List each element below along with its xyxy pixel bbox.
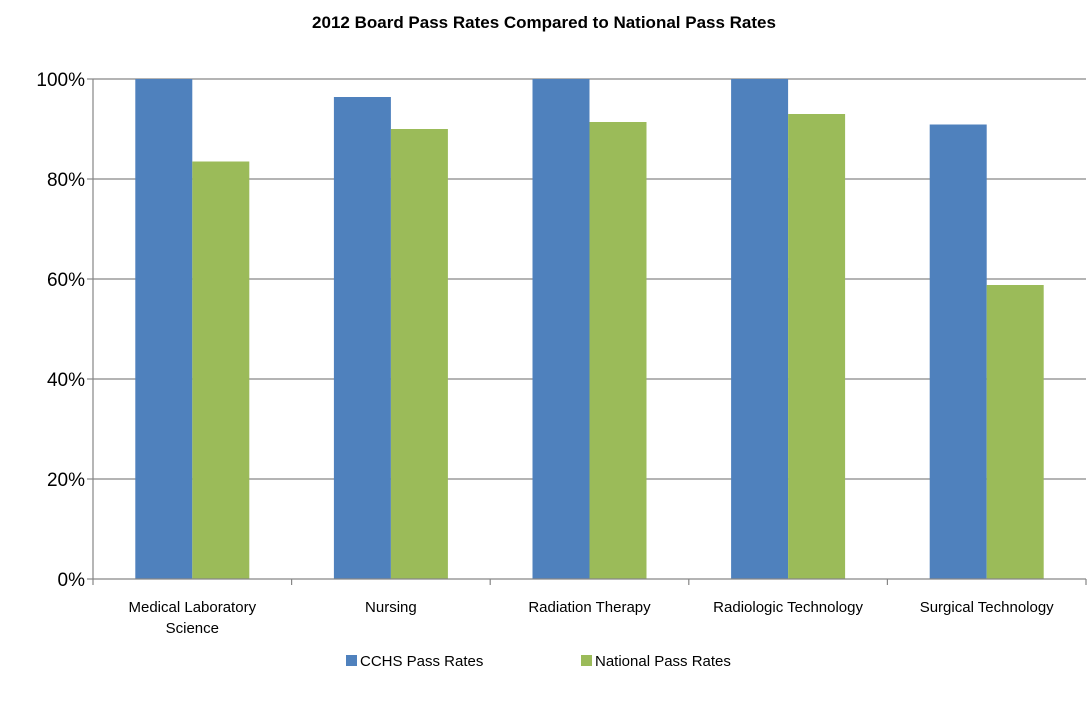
y-tick-label: 0% — [58, 570, 86, 591]
x-tick-label: Nursing — [365, 599, 417, 616]
bar-national — [390, 129, 448, 579]
bar-cchs — [929, 124, 987, 579]
bar-national — [788, 114, 846, 579]
bar-cchs — [532, 79, 590, 579]
bar-cchs — [333, 97, 391, 579]
bar-national — [192, 161, 250, 579]
y-tick-label: 80% — [47, 170, 85, 191]
y-tick-label: 60% — [47, 270, 85, 291]
bar-cchs — [135, 79, 193, 579]
bars — [135, 79, 1044, 579]
legend-label: CCHS Pass Rates — [360, 653, 483, 670]
chart-title: 2012 Board Pass Rates Compared to Nation… — [312, 13, 776, 32]
legend-swatch — [346, 655, 357, 666]
x-tick-label: Radiologic Technology — [713, 599, 863, 616]
y-tick-label: 20% — [47, 470, 85, 491]
y-tick-label: 40% — [47, 370, 85, 391]
x-tick-label: Medical Laboratory Science — [129, 599, 257, 637]
legend-swatch — [581, 655, 592, 666]
bar-cchs — [731, 79, 789, 579]
axes: 0% 20% 40% 60% 80% 100% Medical Laboratory Scie… — [36, 70, 1087, 637]
legend-label: National Pass Rates — [595, 653, 731, 670]
legend: CCHS Pass Rates National Pass Rates — [346, 653, 731, 670]
bar-national — [986, 285, 1044, 579]
x-tick-label: Radiation Therapy — [528, 599, 651, 616]
y-tick-label: 100% — [36, 70, 85, 91]
x-tick-label: Surgical Technology — [920, 599, 1054, 616]
bar-national — [589, 122, 647, 579]
